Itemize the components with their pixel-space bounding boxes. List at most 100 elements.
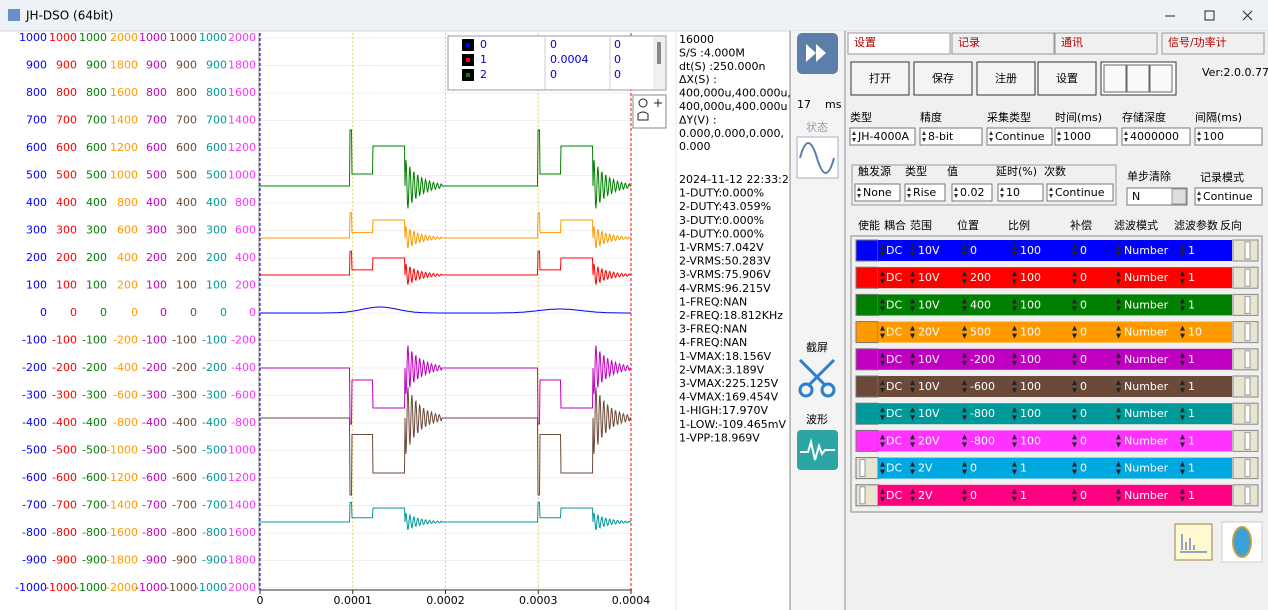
button-label[interactable]: 打开 xyxy=(869,71,891,85)
channel-cell[interactable]: 20V xyxy=(918,326,940,339)
enable-box[interactable] xyxy=(856,349,878,370)
acq-field-text[interactable]: 100 xyxy=(1203,130,1224,143)
enable-box[interactable] xyxy=(856,458,878,479)
channel-cell[interactable]: 10V xyxy=(918,298,940,311)
channel-cell[interactable]: 20V xyxy=(918,434,940,447)
invert-thumb[interactable] xyxy=(1245,378,1250,395)
channel-cell[interactable]: 100 xyxy=(1020,244,1041,257)
channel-cell[interactable]: 0 xyxy=(1080,271,1087,284)
acq-field-text[interactable]: 1000 xyxy=(1063,130,1091,143)
channel-cell[interactable]: 0 xyxy=(970,462,977,475)
channel-cell[interactable]: 10V xyxy=(918,271,940,284)
channel-cell[interactable]: DC xyxy=(886,326,902,339)
channel-cell[interactable]: DC xyxy=(886,271,902,284)
channel-cell[interactable]: 0 xyxy=(1080,326,1087,339)
single-clear-value[interactable]: N xyxy=(1132,190,1140,203)
invert-thumb[interactable] xyxy=(1245,351,1250,368)
channel-cell[interactable]: 500 xyxy=(970,326,991,339)
channel-cell[interactable]: DC xyxy=(886,353,902,366)
tab-label[interactable]: 设置 xyxy=(854,36,876,49)
channel-cell[interactable]: 0 xyxy=(970,489,977,502)
channel-cell[interactable]: 10V xyxy=(918,353,940,366)
channel-cell[interactable]: DC xyxy=(886,434,902,447)
invert-thumb[interactable] xyxy=(1245,487,1250,504)
channel-cell[interactable]: 10V xyxy=(918,380,940,393)
channel-cell[interactable]: 0 xyxy=(1080,244,1087,257)
invert-thumb[interactable] xyxy=(1245,242,1250,259)
channel-cell[interactable]: 0 xyxy=(1080,353,1087,366)
channel-cell[interactable]: Number xyxy=(1124,326,1169,339)
enable-thumb[interactable] xyxy=(860,487,865,504)
invert-thumb[interactable] xyxy=(1245,269,1250,286)
channel-cell[interactable]: -600 xyxy=(970,380,995,393)
enable-box[interactable] xyxy=(856,294,878,315)
enable-box[interactable] xyxy=(856,430,878,451)
trigger-field[interactable] xyxy=(998,184,1043,201)
acq-field-text[interactable]: 8-bit xyxy=(928,130,954,143)
channel-cell[interactable]: 10V xyxy=(918,244,940,257)
channel-cell[interactable]: Number xyxy=(1124,434,1169,447)
enable-box[interactable] xyxy=(856,267,878,288)
enable-box[interactable] xyxy=(856,376,878,397)
record-mode-field-text[interactable]: Continue xyxy=(1203,190,1253,203)
channel-cell[interactable]: Number xyxy=(1124,244,1169,257)
trigger-field-text[interactable]: 0.02 xyxy=(960,186,985,199)
zoom-tools[interactable] xyxy=(633,95,666,128)
enable-thumb[interactable] xyxy=(860,460,865,477)
channel-cell[interactable]: 0 xyxy=(1080,462,1087,475)
channel-cell[interactable]: 1 xyxy=(1188,244,1195,257)
channel-cell[interactable]: 100 xyxy=(1020,353,1041,366)
acq-field-text[interactable]: JH-4000A xyxy=(857,130,909,143)
blank-button[interactable] xyxy=(1104,65,1126,92)
trigger-field-text[interactable]: Rise xyxy=(913,186,936,199)
channel-cell[interactable]: 100 xyxy=(1020,298,1041,311)
channel-cell[interactable]: 10 xyxy=(1188,326,1202,339)
tab-label[interactable]: 通讯 xyxy=(1061,36,1083,49)
invert-thumb[interactable] xyxy=(1245,460,1250,477)
invert-thumb[interactable] xyxy=(1245,405,1250,422)
channel-cell[interactable]: -800 xyxy=(970,407,995,420)
channel-cell[interactable]: 200 xyxy=(970,271,991,284)
spectrum-button[interactable] xyxy=(1175,524,1212,560)
acq-field-text[interactable]: Continue xyxy=(995,130,1045,143)
invert-thumb[interactable] xyxy=(1245,324,1250,341)
channel-cell[interactable]: 2V xyxy=(918,489,933,502)
channel-cell[interactable]: 2V xyxy=(918,462,933,475)
channel-cell[interactable]: 100 xyxy=(1020,434,1041,447)
channel-cell[interactable]: Number xyxy=(1124,353,1169,366)
button-label[interactable]: 保存 xyxy=(932,71,954,85)
channel-cell[interactable]: 1 xyxy=(1188,353,1195,366)
channel-cell[interactable]: 0 xyxy=(1080,489,1087,502)
channel-cell[interactable]: 1 xyxy=(1020,489,1027,502)
device-icon[interactable] xyxy=(1233,527,1251,557)
channel-cell[interactable]: 1 xyxy=(1188,407,1195,420)
channel-cell[interactable]: DC xyxy=(886,298,902,311)
enable-box[interactable] xyxy=(856,485,878,506)
channel-cell[interactable]: 1 xyxy=(1020,462,1027,475)
acq-field-text[interactable]: 4000000 xyxy=(1130,130,1179,143)
trigger-field-text[interactable]: Continue xyxy=(1055,186,1105,199)
enable-box[interactable] xyxy=(856,322,878,343)
channel-cell[interactable]: DC xyxy=(886,462,902,475)
trigger-field-text[interactable]: 10 xyxy=(1006,186,1020,199)
channel-cell[interactable]: 0 xyxy=(1080,407,1087,420)
channel-cell[interactable]: 0 xyxy=(1080,380,1087,393)
channel-cell[interactable]: Number xyxy=(1124,271,1169,284)
channel-cell[interactable]: 0 xyxy=(1080,298,1087,311)
channel-cell[interactable]: 1 xyxy=(1188,489,1195,502)
channel-cell[interactable]: 1 xyxy=(1188,434,1195,447)
channel-cell[interactable]: 0 xyxy=(1080,434,1087,447)
channel-cell[interactable]: DC xyxy=(886,244,902,257)
channel-cell[interactable]: DC xyxy=(886,380,902,393)
single-clear-thumb[interactable] xyxy=(1172,189,1186,204)
channel-cell[interactable]: 100 xyxy=(1020,271,1041,284)
channel-cell[interactable]: -800 xyxy=(970,434,995,447)
scroll-thumb[interactable] xyxy=(657,42,661,64)
tab-label[interactable]: 信号/功率计 xyxy=(1168,35,1227,49)
channel-cell[interactable]: 1 xyxy=(1188,380,1195,393)
channel-cell[interactable]: Number xyxy=(1124,380,1169,393)
trigger-field-text[interactable]: None xyxy=(863,186,892,199)
blank-button[interactable] xyxy=(1127,65,1149,92)
invert-thumb[interactable] xyxy=(1245,296,1250,313)
blank-button[interactable] xyxy=(1150,65,1172,92)
